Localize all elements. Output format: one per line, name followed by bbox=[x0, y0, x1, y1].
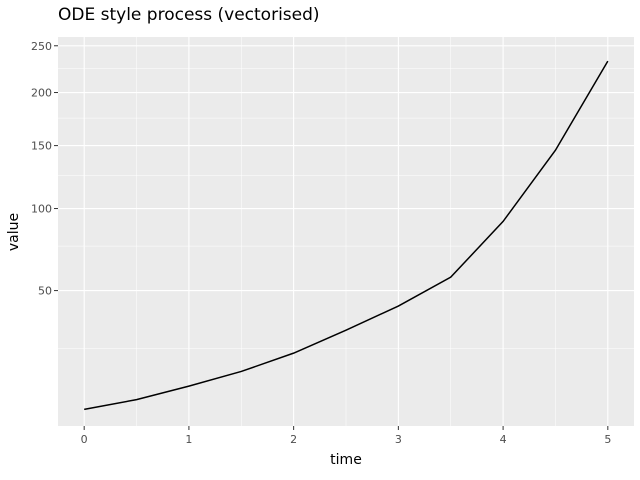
y-tick-label: 50 bbox=[38, 285, 52, 298]
y-tick-label: 200 bbox=[31, 87, 52, 100]
major-gridlines bbox=[58, 37, 634, 426]
minor-gridlines bbox=[58, 37, 634, 426]
y-axis-title: value bbox=[6, 213, 22, 251]
x-tick-label: 1 bbox=[185, 433, 192, 446]
x-tick-label: 2 bbox=[290, 433, 297, 446]
y-tick-label: 100 bbox=[31, 203, 52, 216]
x-tick-label: 3 bbox=[395, 433, 402, 446]
x-tick-label: 5 bbox=[604, 433, 611, 446]
y-tick-label: 250 bbox=[31, 40, 52, 53]
series-line bbox=[84, 60, 609, 411]
chart-title: ODE style process (vectorised) bbox=[58, 5, 320, 25]
y-tick-label: 150 bbox=[31, 140, 52, 153]
x-tick-label: 4 bbox=[500, 433, 507, 446]
x-axis: 0 1 2 3 4 5 bbox=[81, 426, 611, 446]
x-tick-label: 0 bbox=[81, 433, 88, 446]
x-axis-title: time bbox=[330, 452, 362, 468]
y-axis: 50 100 150 200 250 bbox=[31, 40, 58, 298]
